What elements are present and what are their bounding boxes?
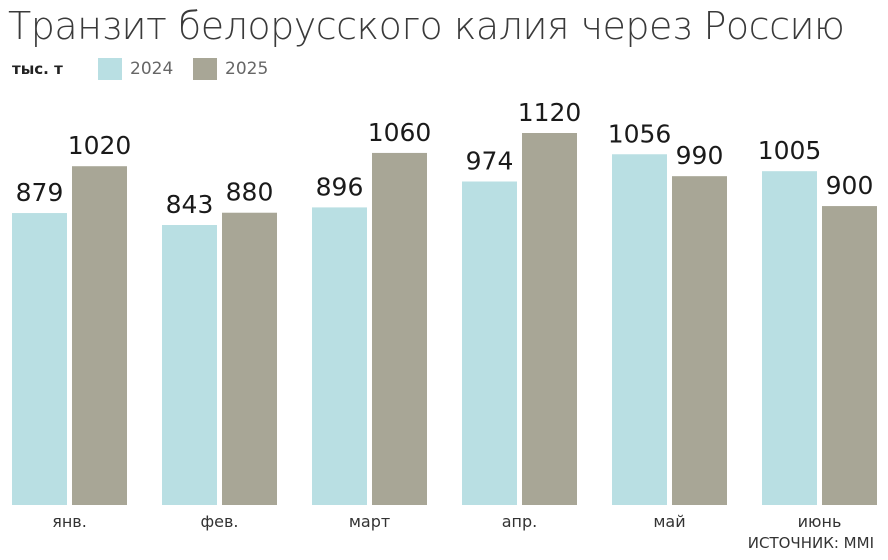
bar-2025-2 [372,152,427,505]
bar-2024-0 [12,213,67,505]
data-label-2024-2: 896 [316,172,364,201]
category-label-0: янв. [52,512,87,531]
data-label-2025-5: 900 [826,171,874,200]
legend-item-2024: 2024 [98,58,173,80]
data-label-2024-3: 974 [466,146,514,175]
source-note: ИСТОЧНИК: MMI [747,534,874,552]
bar-2024-1 [162,225,217,505]
category-label-2: март [349,512,390,531]
unit-label: тыс. т [12,60,63,78]
data-label-2025-4: 990 [676,141,724,170]
category-label-1: фев. [200,512,238,531]
bar-2024-3 [462,181,517,505]
category-label-5: июнь [798,512,842,531]
data-label-2025-0: 1020 [68,131,132,160]
data-label-2025-3: 1120 [518,98,582,127]
bar-2025-5 [822,206,877,506]
data-label-2025-2: 1060 [368,118,432,147]
bar-2024-2 [312,207,367,505]
category-label-4: май [653,512,685,531]
data-label-2025-1: 880 [226,178,274,207]
legend-label-2025: 2025 [225,59,269,79]
category-label-3: апр. [502,512,538,531]
legend-label-2024: 2024 [130,59,174,79]
legend-swatch-2024 [98,58,122,80]
data-label-2024-4: 1056 [608,119,672,148]
bar-2025-1 [222,212,277,505]
data-label-2024-5: 1005 [758,136,822,165]
chart-title: Транзит белорусского калия через Россию [8,4,845,48]
bar-2025-3 [522,133,577,505]
bar-2024-5 [762,171,817,506]
data-label-2024-0: 879 [16,178,64,207]
bar-2024-4 [612,154,667,505]
legend-swatch-2025 [193,58,217,80]
data-label-2024-1: 843 [166,190,214,219]
bar-2025-4 [672,176,727,505]
bar-2025-0 [72,166,127,505]
legend-item-2025: 2025 [193,58,268,80]
